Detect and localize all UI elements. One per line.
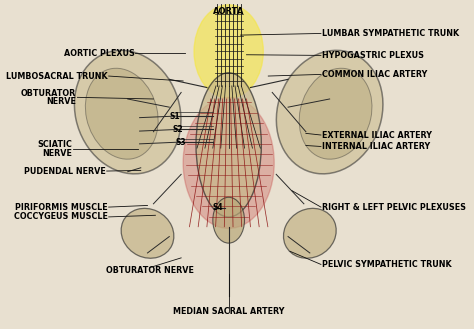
Ellipse shape <box>194 5 264 98</box>
Text: PIRIFORMIS MUSCLE: PIRIFORMIS MUSCLE <box>15 203 108 212</box>
Ellipse shape <box>74 50 181 174</box>
Text: PUDENDAL NERVE: PUDENDAL NERVE <box>24 166 106 176</box>
Ellipse shape <box>196 73 261 217</box>
Ellipse shape <box>121 208 174 258</box>
Text: NERVE: NERVE <box>42 148 72 158</box>
Text: LUMBAR SYMPATHETIC TRUNK: LUMBAR SYMPATHETIC TRUNK <box>322 29 459 38</box>
Text: SCIATIC: SCIATIC <box>37 140 72 149</box>
Ellipse shape <box>213 197 245 243</box>
Ellipse shape <box>299 68 372 159</box>
Text: NERVE: NERVE <box>46 97 76 106</box>
Text: AORTIC PLEXUS: AORTIC PLEXUS <box>64 49 135 58</box>
Text: COCCYGEUS MUSCLE: COCCYGEUS MUSCLE <box>14 213 108 221</box>
Text: EXTERNAL ILIAC ARTERY: EXTERNAL ILIAC ARTERY <box>322 131 432 139</box>
Text: OBTURATOR: OBTURATOR <box>21 89 76 98</box>
Ellipse shape <box>183 97 274 228</box>
Text: S3: S3 <box>175 138 186 147</box>
Text: INTERNAL ILIAC ARTERY: INTERNAL ILIAC ARTERY <box>322 142 430 151</box>
Text: S1: S1 <box>169 112 180 120</box>
Text: HYPOGASTRIC PLEXUS: HYPOGASTRIC PLEXUS <box>322 51 424 60</box>
Text: MEDIAN SACRAL ARTERY: MEDIAN SACRAL ARTERY <box>173 307 284 316</box>
Text: AORTA: AORTA <box>213 7 245 16</box>
Ellipse shape <box>283 208 336 258</box>
Text: S2: S2 <box>173 125 183 134</box>
Ellipse shape <box>85 68 158 159</box>
Text: COMMON ILIAC ARTERY: COMMON ILIAC ARTERY <box>322 70 427 79</box>
Text: PELVIC SYMPATHETIC TRUNK: PELVIC SYMPATHETIC TRUNK <box>322 260 451 269</box>
Text: OBTURATOR NERVE: OBTURATOR NERVE <box>106 266 193 275</box>
Text: RIGHT & LEFT PELVIC PLEXUSES: RIGHT & LEFT PELVIC PLEXUSES <box>322 203 466 212</box>
Ellipse shape <box>276 50 383 174</box>
Text: LUMBOSACRAL TRUNK: LUMBOSACRAL TRUNK <box>6 71 108 81</box>
Text: S4: S4 <box>213 203 223 212</box>
